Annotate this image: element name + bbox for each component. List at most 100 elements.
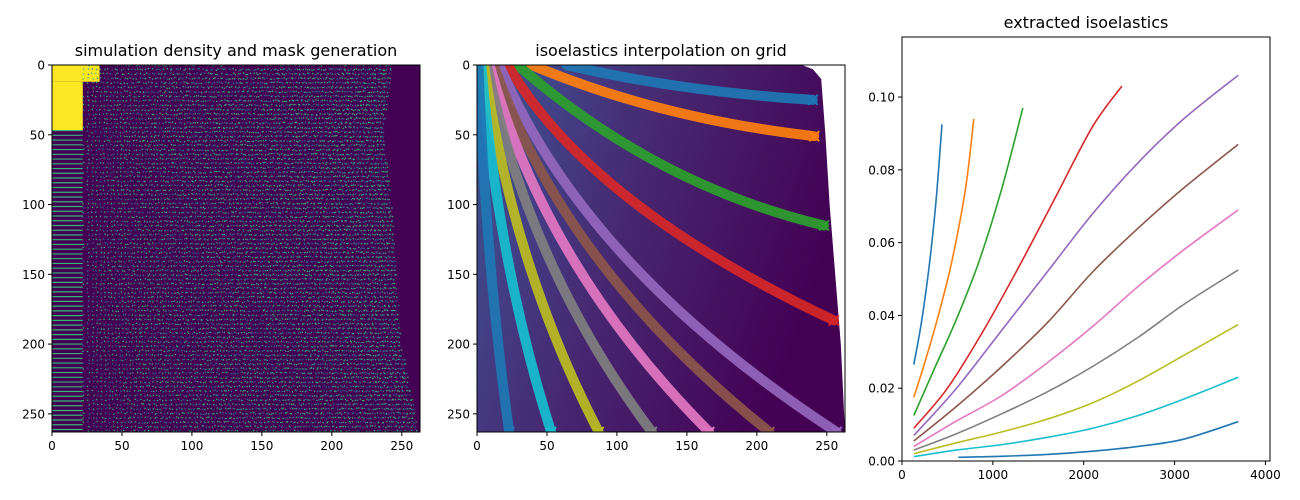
density-sample [82, 73, 85, 75]
density-sample [225, 149, 227, 151]
density-sample [147, 422, 149, 424]
density-sample [236, 126, 238, 128]
density-sample [140, 291, 142, 293]
density-sample [111, 310, 114, 312]
density-sample [138, 314, 141, 316]
density-sample [82, 103, 85, 106]
density-sample [132, 238, 135, 240]
density-sample [127, 300, 129, 303]
density-sample [196, 380, 199, 383]
density-sample [148, 167, 150, 169]
density-sample [199, 328, 202, 330]
density-sample [215, 215, 218, 218]
density-sample [221, 417, 224, 419]
density-sample [251, 256, 254, 259]
density-sample [237, 346, 240, 348]
density-sample [217, 385, 220, 388]
density-sample [140, 224, 142, 226]
density-sample [146, 327, 149, 329]
density-sample [150, 135, 153, 138]
density-sample [139, 336, 141, 338]
density-sample [213, 327, 215, 329]
density-sample [242, 172, 244, 174]
density-sample [101, 421, 103, 423]
density-sample [123, 265, 125, 268]
density-sample [229, 309, 232, 312]
density-sample [154, 386, 157, 388]
density-sample [139, 243, 142, 246]
density-sample [243, 354, 246, 357]
density-sample [106, 72, 108, 75]
density-sample [247, 126, 250, 129]
density-sample [216, 261, 219, 263]
density-sample [133, 96, 135, 98]
density-sample [128, 322, 131, 325]
density-sample [123, 139, 126, 142]
density-sample [153, 162, 155, 165]
density-sample [161, 426, 163, 428]
density-sample [250, 171, 253, 173]
density-sample [226, 144, 229, 146]
density-sample [201, 309, 204, 311]
density-sample [203, 211, 206, 214]
density-sample [164, 81, 167, 84]
density-sample [249, 327, 251, 329]
density-sample [252, 291, 254, 294]
density-sample [249, 117, 251, 120]
density-sample [244, 376, 246, 379]
density-sample [91, 224, 93, 227]
density-sample [194, 112, 197, 115]
density-sample [87, 68, 90, 70]
density-sample [172, 421, 175, 423]
density-sample [247, 255, 250, 258]
density-sample [185, 203, 188, 205]
density-sample [241, 103, 243, 106]
density-sample [198, 314, 201, 317]
density-sample [170, 68, 173, 70]
density-sample [121, 273, 123, 275]
density-sample [190, 99, 192, 102]
density-sample [191, 140, 194, 143]
density-sample [188, 408, 190, 410]
density-sample [154, 194, 157, 196]
density-sample [174, 99, 176, 101]
density-sample [261, 350, 264, 352]
density-sample [138, 163, 140, 165]
density-sample [239, 304, 241, 307]
density-sample [180, 286, 182, 289]
density-sample [179, 140, 182, 143]
density-sample [148, 73, 150, 76]
density-sample [88, 417, 90, 419]
density-sample [191, 252, 194, 254]
density-sample [116, 77, 119, 80]
density-sample [206, 322, 208, 325]
density-sample [214, 181, 217, 183]
density-sample [230, 161, 233, 164]
density-sample [136, 243, 138, 245]
density-sample [220, 105, 223, 107]
density-sample [88, 359, 90, 361]
density-sample [238, 340, 240, 343]
density-sample [159, 172, 162, 174]
density-sample [253, 69, 255, 72]
density-sample [167, 372, 170, 374]
density-sample [88, 158, 90, 161]
density-sample [199, 108, 202, 111]
density-sample [228, 336, 231, 338]
density-sample [215, 176, 217, 178]
density-sample [133, 282, 135, 285]
density-sample [110, 246, 112, 249]
density-sample [145, 158, 147, 160]
density-sample [110, 250, 112, 253]
density-sample [128, 350, 130, 353]
density-sample [123, 193, 126, 195]
density-sample [258, 385, 260, 388]
density-sample [91, 277, 94, 280]
density-sample [170, 166, 173, 168]
density-sample [118, 364, 121, 366]
density-sample [221, 122, 224, 124]
density-sample [157, 260, 160, 262]
density-sample [129, 386, 132, 388]
density-sample [196, 233, 198, 235]
density-sample [151, 113, 154, 115]
